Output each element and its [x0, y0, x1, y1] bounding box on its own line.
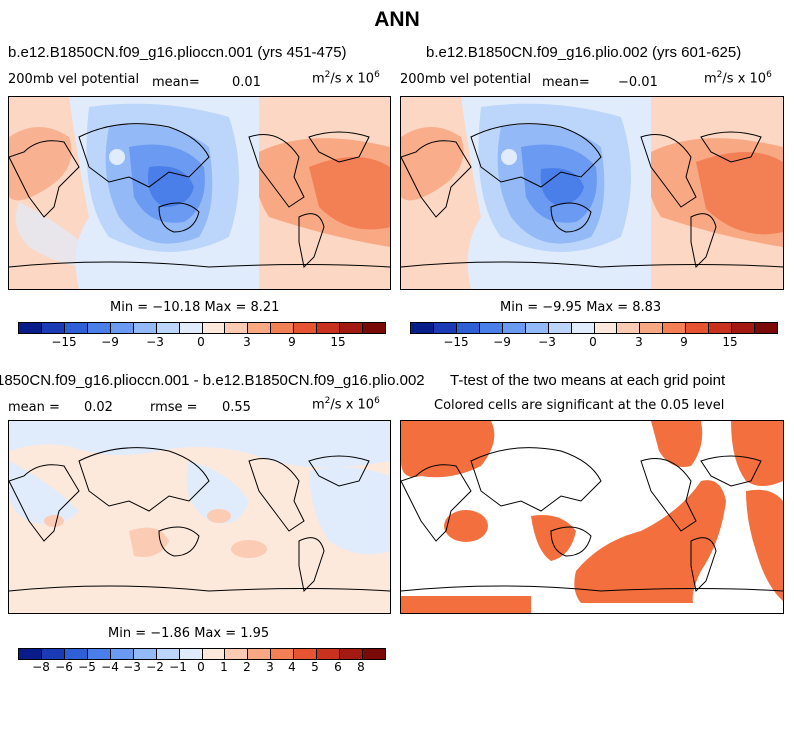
- panel1-map: [8, 96, 391, 290]
- panel2-title: b.e12.B1850CN.f09_g16.plio.002 (yrs 601-…: [426, 44, 742, 61]
- panel2-tick: 0: [589, 335, 597, 349]
- panel3-tick: 4: [288, 660, 296, 674]
- panel3-tick: 5: [311, 660, 319, 674]
- panel1-tick: 0: [197, 335, 205, 349]
- panel1-tick: −9: [101, 335, 119, 349]
- panel3-rmse-label: rmse =: [150, 400, 198, 415]
- panel1-tick: 9: [288, 335, 296, 349]
- panel3-title: 1850CN.f09_g16.plioccn.001 - b.e12.B1850…: [0, 372, 425, 389]
- significance-cells: [401, 421, 783, 613]
- panel3-tick: −3: [123, 660, 141, 674]
- panel4-map: [400, 420, 784, 614]
- panel2-tick: 3: [635, 335, 643, 349]
- panel2-tick: 9: [680, 335, 688, 349]
- panel3-tick: −5: [78, 660, 96, 674]
- panel2-colorbar: [410, 322, 778, 334]
- panel4-subtitle: Colored cells are significant at the 0.0…: [434, 398, 725, 413]
- panel3-tick: −8: [32, 660, 50, 674]
- panel2-tick: −9: [493, 335, 511, 349]
- panel3-tick: −4: [101, 660, 119, 674]
- panel3-rmse-value: 0.55: [222, 400, 251, 415]
- panel2-mean-label: mean=: [542, 75, 590, 90]
- panel3-map: [8, 420, 391, 614]
- panel3-minmax: Min = −1.86 Max = 1.95: [108, 626, 270, 641]
- panel1-field: 200mb vel potential: [8, 72, 140, 87]
- panel3-tick: 8: [357, 660, 365, 674]
- panel3-mean-value: 0.02: [84, 400, 113, 415]
- panel3-colorbar: [18, 648, 386, 660]
- figure-title: ANN: [374, 8, 420, 31]
- panel1-colorbar: [18, 322, 386, 334]
- panel3-tick: 2: [243, 660, 251, 674]
- panel2-tick: −3: [538, 335, 556, 349]
- panel3-mean-label: mean =: [8, 400, 60, 415]
- panel2-mean-value: −0.01: [618, 75, 658, 90]
- panel2-map: [400, 96, 784, 290]
- panel1-tick: 3: [243, 335, 251, 349]
- panel1-mean-label: mean=: [152, 75, 200, 90]
- panel2-field: 200mb vel potential: [400, 72, 532, 87]
- panel3-tick: −2: [146, 660, 164, 674]
- panel1-tick: −15: [51, 335, 77, 349]
- panel3-tick: 3: [266, 660, 274, 674]
- panel3-tick: 1: [220, 660, 228, 674]
- panel1-mean-value: 0.01: [232, 75, 261, 90]
- panel3-tick: 0: [197, 660, 205, 674]
- panel1-tick: −3: [146, 335, 164, 349]
- panel1-tick: 15: [330, 335, 346, 349]
- panel3-units: m2/s x 106: [312, 396, 380, 413]
- panel4-title: T-test of the two means at each grid poi…: [450, 372, 726, 389]
- panel2-tick: −15: [443, 335, 469, 349]
- panel2-minmax: Min = −9.95 Max = 8.83: [500, 300, 662, 315]
- panel3-tick: 6: [334, 660, 342, 674]
- panel1-title: b.e12.B1850CN.f09_g16.plioccn.001 (yrs 4…: [8, 44, 347, 61]
- panel1-units: m2/s x 106: [312, 70, 380, 87]
- panel2-tick: 15: [722, 335, 738, 349]
- panel2-units: m2/s x 106: [704, 70, 772, 87]
- panel3-tick: −1: [169, 660, 187, 674]
- panel3-tick: −6: [55, 660, 73, 674]
- panel1-minmax: Min = −10.18 Max = 8.21: [110, 300, 280, 315]
